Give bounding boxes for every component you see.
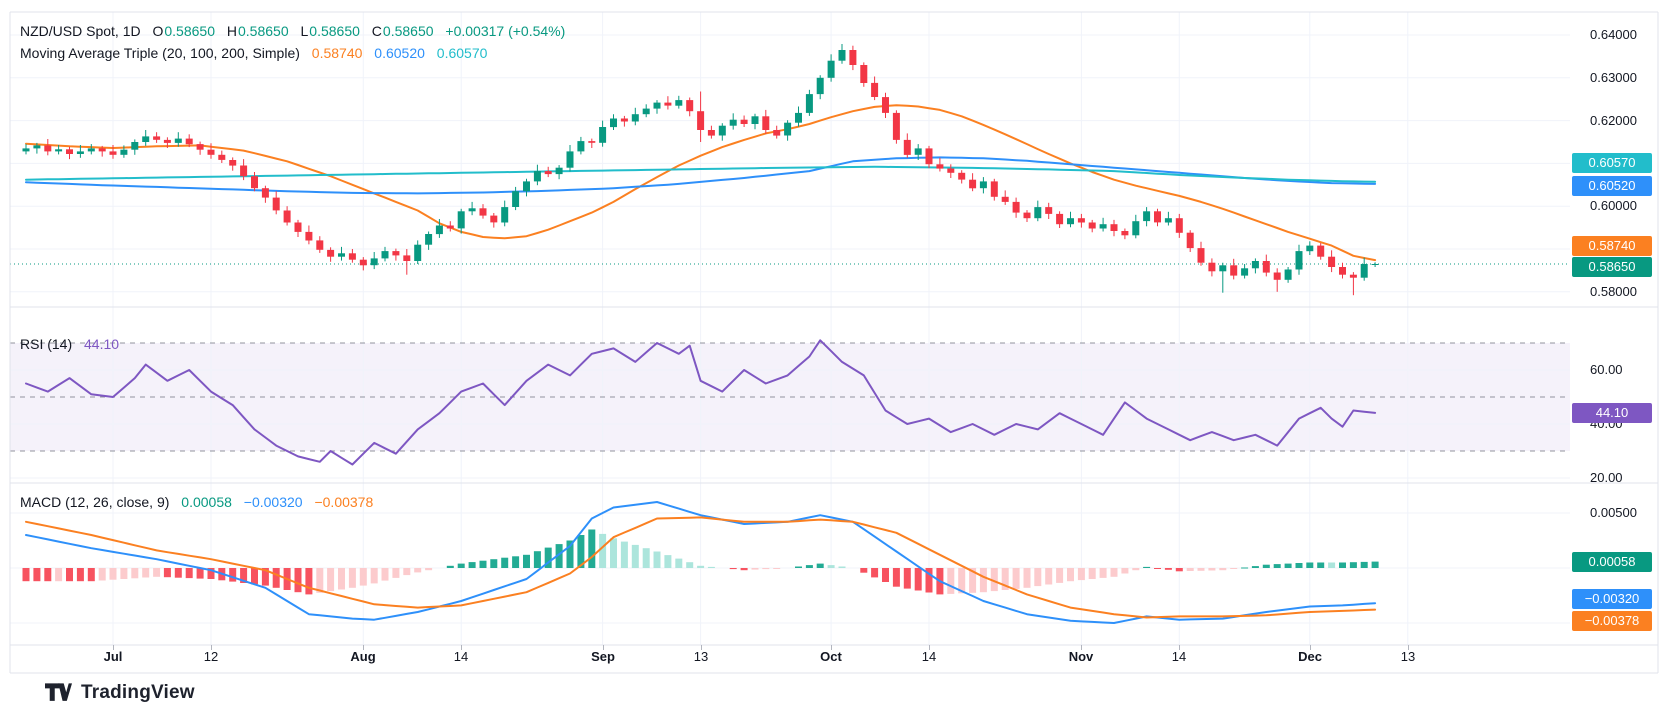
- open-value: 0.58650: [164, 23, 215, 39]
- tradingview-logo[interactable]: TradingView: [45, 681, 195, 705]
- rsi-value: 44.10: [84, 336, 120, 352]
- change-value: +0.00317 (+0.54%): [445, 23, 566, 39]
- close-label: C: [371, 23, 382, 39]
- low-value: 0.58650: [309, 23, 360, 39]
- sma-100-line: [25, 156, 1377, 195]
- macd-indicator-label[interactable]: MACD (12, 26, close, 9): [20, 494, 170, 510]
- macd-line-value: −0.00320: [243, 494, 303, 510]
- symbol-title[interactable]: NZD/USD Spot, 1D: [20, 23, 141, 39]
- macd-signal-value: −0.00378: [314, 494, 374, 510]
- ma-legend: Moving Average Triple (20, 100, 200, Sim…: [20, 45, 487, 61]
- candlestick-series: [22, 44, 1379, 296]
- open-label: O: [152, 23, 164, 39]
- rsi-indicator-label[interactable]: RSI (14): [20, 336, 73, 352]
- low-label: L: [300, 23, 309, 39]
- sma-200-line: [25, 165, 1377, 183]
- rsi-legend: RSI (14) 44.10: [20, 336, 119, 352]
- high-label: H: [226, 23, 237, 39]
- high-value: 0.58650: [238, 23, 289, 39]
- ma20-value: 0.58740: [311, 45, 363, 61]
- macd-legend: MACD (12, 26, close, 9) 0.00058 −0.00320…: [20, 494, 373, 510]
- macd-hist-value: 0.00058: [181, 494, 232, 510]
- tradingview-logo-text: TradingView: [81, 682, 195, 703]
- main-legend: NZD/USD Spot, 1D O0.58650 H0.58650 L0.58…: [20, 23, 565, 39]
- ma100-value: 0.60520: [374, 45, 425, 61]
- rsi-line: [25, 339, 1377, 466]
- ma200-value: 0.60570: [436, 45, 488, 61]
- ma-indicator-label[interactable]: Moving Average Triple (20, 100, 200, Sim…: [20, 45, 300, 61]
- close-value: 0.58650: [382, 23, 434, 39]
- tradingview-logo-icon: [45, 683, 72, 701]
- macd-histogram: [22, 529, 1379, 595]
- sma-20-line: [25, 104, 1377, 262]
- macd-signal-line: [25, 516, 1377, 619]
